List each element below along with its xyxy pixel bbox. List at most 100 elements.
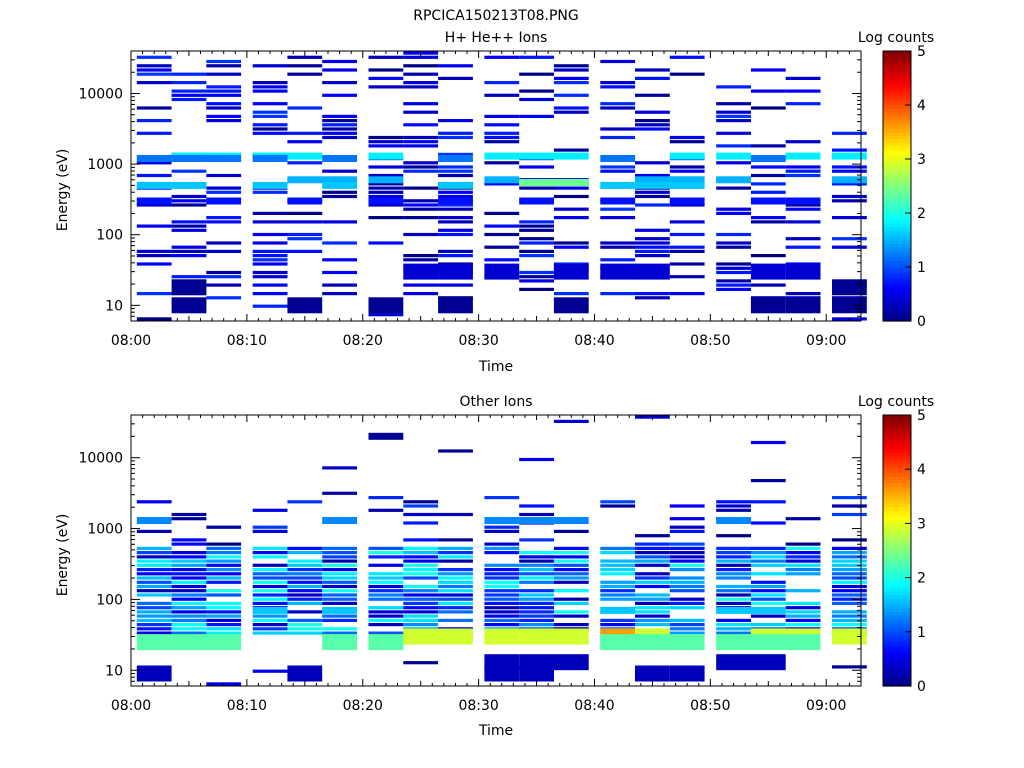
colorbar-segment <box>883 169 911 174</box>
heatmap-cell <box>403 110 439 114</box>
heatmap-cell <box>716 589 751 593</box>
heatmap-cell <box>785 555 821 559</box>
colorbar-segment <box>883 229 911 234</box>
heatmap-feature-cell <box>171 634 207 651</box>
colorbar-segment <box>883 499 911 504</box>
heatmap-cell <box>716 119 751 123</box>
heatmap-cell <box>252 631 288 635</box>
heatmap-cell <box>322 584 357 589</box>
colorbar-segment <box>883 304 911 309</box>
heatmap-cell <box>484 580 520 584</box>
heatmap-cell <box>171 517 207 521</box>
heatmap-cell <box>484 597 520 601</box>
heatmap-feature-cell <box>832 152 867 160</box>
heatmap-cell <box>750 563 786 567</box>
heatmap-cell <box>322 190 357 194</box>
colorbar-segment <box>883 550 911 555</box>
heatmap-cell <box>600 546 636 550</box>
heatmap-cell <box>403 199 439 203</box>
heatmap-cell <box>519 249 554 253</box>
heatmap-cell <box>252 258 288 262</box>
colorbar-segment <box>883 442 911 447</box>
colorbar-tick-label: 3 <box>917 516 926 532</box>
colorbar-segment <box>883 71 911 76</box>
heatmap-cell <box>252 127 288 131</box>
heatmap-cell <box>171 610 207 614</box>
heatmap-cell <box>716 601 751 605</box>
colorbar-segment <box>883 236 911 241</box>
heatmap-cell <box>519 601 554 605</box>
heatmap-cell <box>438 216 473 220</box>
colorbar-segment <box>883 513 911 518</box>
heatmap-cell <box>553 76 589 80</box>
colorbar-segment <box>883 243 911 248</box>
heatmap-cell <box>600 135 636 140</box>
colorbar-segment <box>883 601 911 606</box>
heatmap-cell <box>716 627 751 631</box>
heatmap-cell <box>785 169 821 173</box>
x-tick-label: 08:30 <box>458 698 498 714</box>
colorbar-segment <box>883 597 911 602</box>
heatmap-feature-cell <box>635 665 670 682</box>
heatmap-cell <box>252 292 288 296</box>
heatmap-cell <box>403 254 439 258</box>
heatmap-cell <box>635 559 670 563</box>
colorbar-segment <box>883 78 911 82</box>
heatmap-cell <box>287 64 323 68</box>
colorbar-segment <box>883 67 911 72</box>
heatmap-cell <box>438 572 473 576</box>
heatmap-cell <box>171 194 207 199</box>
heatmap-cell <box>438 618 473 622</box>
heatmap-feature-cell <box>519 517 554 524</box>
heatmap-feature-cell <box>287 152 323 160</box>
colorbar-segment <box>883 155 911 160</box>
heatmap-cell <box>635 190 670 194</box>
colorbar-segment <box>883 314 911 319</box>
heatmap-cell <box>669 203 705 207</box>
heatmap-cell <box>716 241 751 245</box>
heatmap-feature-cell <box>136 181 172 189</box>
heatmap-cell <box>252 211 288 215</box>
heatmap-cell <box>750 572 786 576</box>
colorbar-segment <box>883 631 911 636</box>
panel-top-heatmap <box>136 51 867 321</box>
heatmap-cell <box>785 207 821 211</box>
heatmap-cell <box>669 559 705 563</box>
colorbar-segment <box>883 159 911 163</box>
heatmap-cell <box>403 623 439 627</box>
colorbar-segment <box>883 506 911 511</box>
heatmap-cell <box>519 287 554 291</box>
colorbar-segment <box>883 267 911 271</box>
heatmap-cell <box>750 597 786 601</box>
heatmap-cell <box>785 589 821 593</box>
heatmap-feature-cell <box>519 152 554 160</box>
heatmap-cell <box>635 110 670 114</box>
colorbar-segment <box>883 189 911 194</box>
heatmap-cell <box>171 584 207 589</box>
heatmap-feature-cell <box>716 176 751 184</box>
colorbar-segment <box>883 618 911 623</box>
heatmap-cell <box>322 241 357 245</box>
heatmap-cell <box>484 182 520 186</box>
heatmap-cell <box>832 538 867 542</box>
heatmap-cell <box>368 589 404 593</box>
heatmap-feature-cell <box>484 263 520 280</box>
heatmap-feature-cell <box>519 665 554 682</box>
heatmap-cell <box>635 580 670 584</box>
heatmap-cell <box>368 580 404 584</box>
heatmap-cell <box>368 563 404 567</box>
heatmap-cell <box>206 241 242 245</box>
heatmap-cell <box>403 559 439 563</box>
heatmap-cell <box>832 546 867 550</box>
heatmap-cell <box>252 508 288 512</box>
colorbar-segment <box>883 101 911 106</box>
heatmap-cell <box>403 555 439 559</box>
heatmap-cell <box>252 563 288 567</box>
colorbar-segment <box>883 125 911 130</box>
heatmap-cell <box>171 249 207 253</box>
heatmap-cell <box>322 555 357 559</box>
heatmap-cell <box>519 254 554 258</box>
heatmap-cell <box>553 93 589 97</box>
heatmap-cell <box>136 618 172 622</box>
heatmap-cell <box>171 93 207 97</box>
